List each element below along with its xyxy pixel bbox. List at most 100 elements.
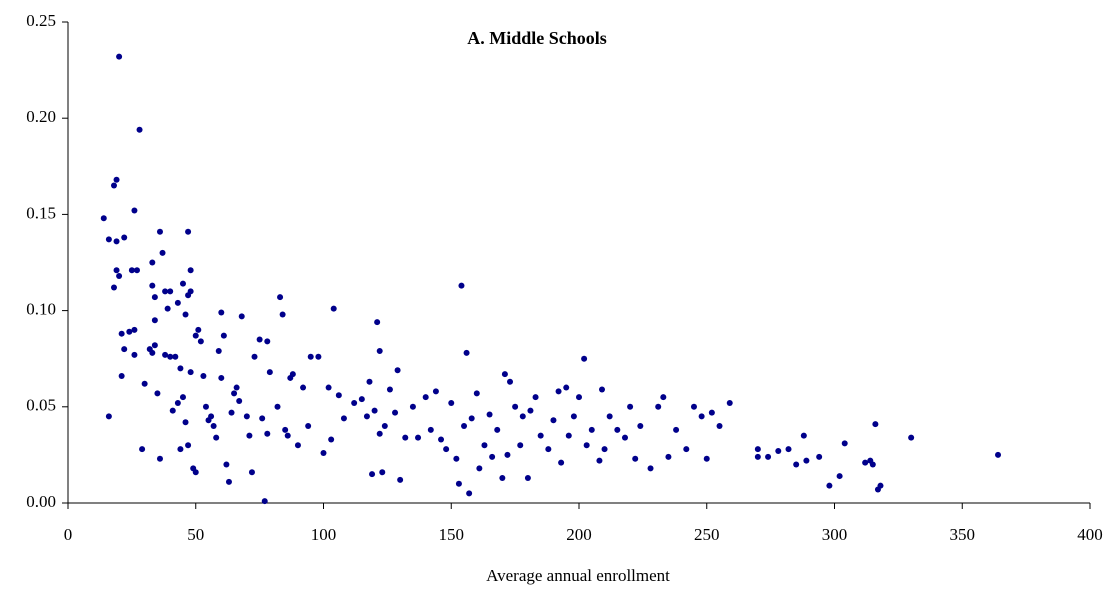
point (409, 403, 416, 410)
point (110, 182, 117, 189)
point (228, 409, 235, 416)
point (200, 373, 207, 380)
x-tick-label: 350 (950, 525, 976, 544)
point (754, 453, 761, 460)
point (448, 399, 455, 406)
point (708, 409, 715, 416)
point (116, 272, 123, 279)
point (647, 465, 654, 472)
point (328, 436, 335, 443)
point (532, 394, 539, 401)
point (307, 353, 314, 360)
point (537, 432, 544, 439)
point (243, 413, 250, 420)
point (233, 384, 240, 391)
point (113, 267, 120, 274)
point (279, 311, 286, 318)
point (289, 371, 296, 378)
point (908, 434, 915, 441)
point (376, 348, 383, 355)
point (524, 474, 531, 481)
point (167, 288, 174, 295)
point (274, 403, 281, 410)
point (118, 330, 125, 337)
point (765, 453, 772, 460)
point (402, 434, 409, 441)
chart-title: A. Middle Schools (467, 28, 607, 48)
point (754, 446, 761, 453)
point (816, 453, 823, 460)
point (621, 434, 628, 441)
point (726, 399, 733, 406)
point (583, 442, 590, 449)
point (550, 417, 557, 424)
point (182, 311, 189, 318)
x-tick-label: 250 (694, 525, 720, 544)
point (154, 390, 161, 397)
point (128, 267, 135, 274)
point (179, 394, 186, 401)
point (563, 384, 570, 391)
point (453, 455, 460, 462)
point (118, 373, 125, 380)
point (545, 446, 552, 453)
point (775, 448, 782, 455)
point (156, 228, 163, 235)
point (369, 471, 376, 478)
point (869, 461, 876, 468)
point (110, 284, 117, 291)
point (151, 342, 158, 349)
point (162, 351, 169, 358)
point (438, 436, 445, 443)
point (427, 426, 434, 433)
point (139, 446, 146, 453)
point (501, 371, 508, 378)
point (172, 353, 179, 360)
point (415, 434, 422, 441)
x-tick-label: 0 (64, 525, 73, 544)
point (179, 280, 186, 287)
point (320, 449, 327, 456)
point (177, 446, 184, 453)
point (169, 407, 176, 414)
point (238, 313, 245, 320)
point (174, 399, 181, 406)
point (872, 421, 879, 428)
point (397, 476, 404, 483)
point (458, 282, 465, 289)
y-tick-label: 0.10 (26, 300, 56, 319)
point (632, 455, 639, 462)
point (126, 328, 133, 335)
y-tick-label: 0.15 (26, 203, 56, 222)
point (466, 490, 473, 497)
point (716, 423, 723, 430)
point (315, 353, 322, 360)
point (698, 413, 705, 420)
x-tick-label: 100 (311, 525, 337, 544)
point (195, 326, 202, 333)
point (174, 299, 181, 306)
point (100, 215, 107, 222)
x-tick-label: 200 (566, 525, 592, 544)
point (149, 259, 156, 266)
point (187, 288, 194, 295)
point (862, 459, 869, 466)
point (455, 480, 462, 487)
point (386, 386, 393, 393)
point (366, 378, 373, 385)
point (504, 451, 511, 458)
point (596, 457, 603, 464)
point (248, 469, 255, 476)
point (116, 53, 123, 60)
point (785, 446, 792, 453)
point (581, 355, 588, 362)
point (105, 236, 112, 243)
point (555, 388, 562, 395)
point (627, 403, 634, 410)
point (841, 440, 848, 447)
point (162, 288, 169, 295)
point (325, 384, 332, 391)
point (236, 398, 243, 405)
point (300, 384, 307, 391)
